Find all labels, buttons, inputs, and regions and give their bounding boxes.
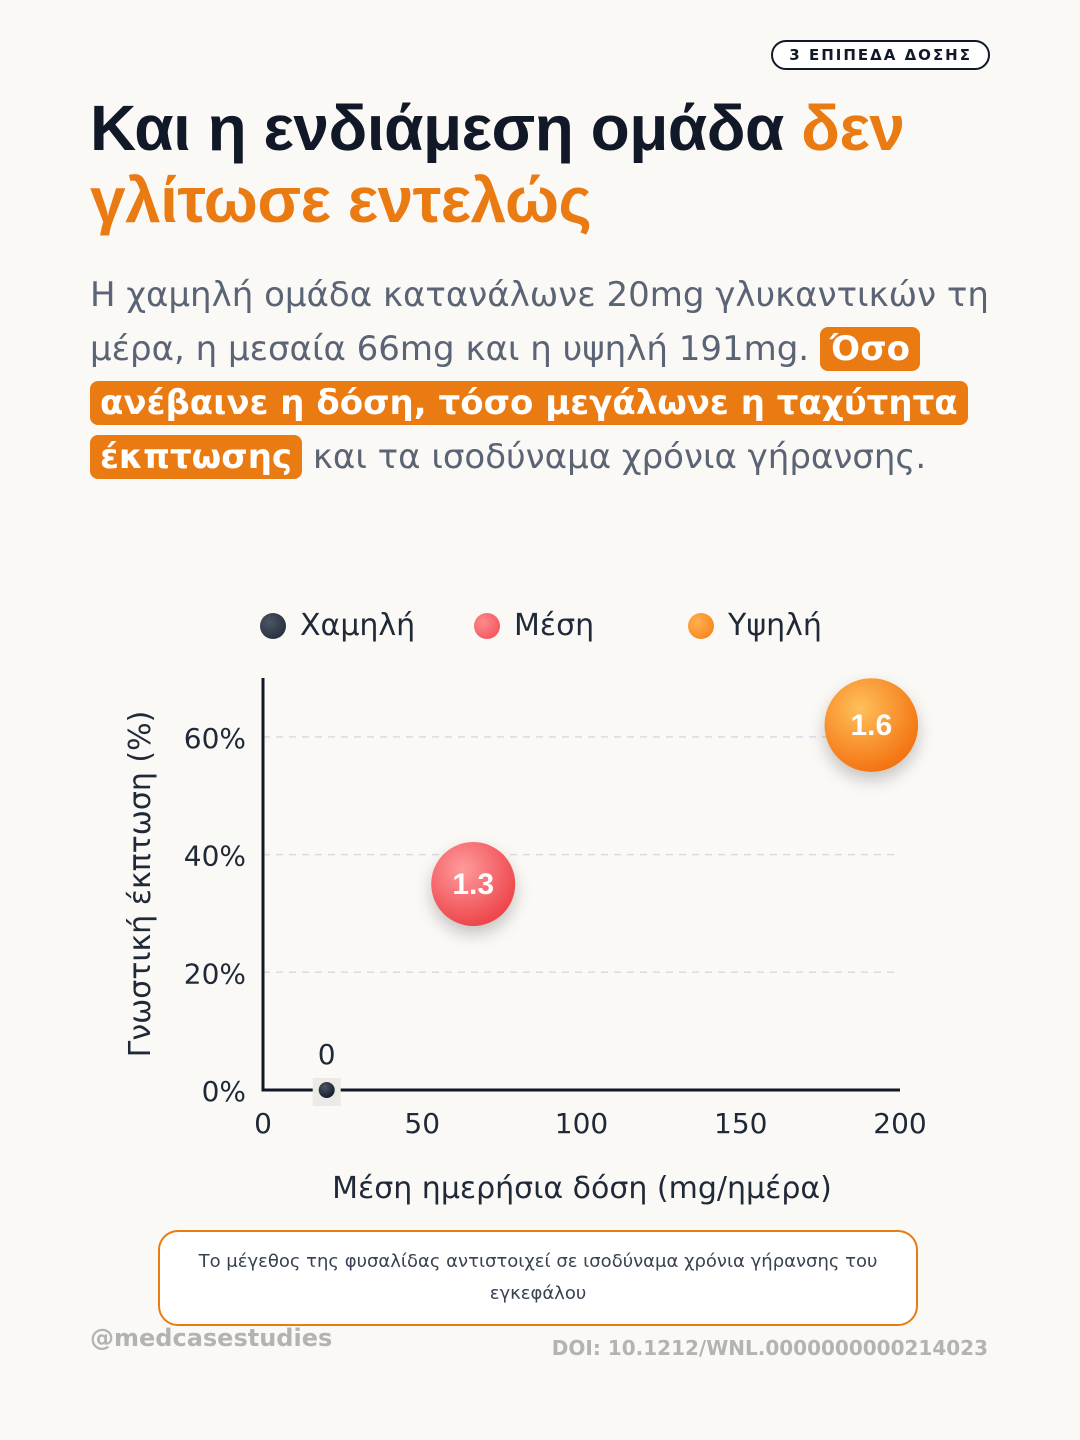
x-tick-label: 50 [404,1107,440,1140]
legend-item-low: Χαμηλή [260,608,415,643]
grid-lines [263,736,896,974]
bubble-label-mid: 1.3 [452,868,494,901]
bubble-circle-mid [431,842,516,926]
axes [261,678,900,1092]
bubble-high: 1.6 [824,678,919,772]
bubble-mid: 1.3 [431,842,516,926]
legend-item-mid: Μέση [474,608,594,643]
legend-dot-low [260,612,286,639]
bubbles: 0 1.3 1.6 [312,678,919,1106]
description-part2: και τα ισοδύναμα χρόνια γήρανσης. [302,437,927,477]
y-tick-label: 0% [202,1075,246,1108]
chart-note-text: Το μέγεθος της φυσαλίδας αντιστοιχεί σε … [198,1251,878,1304]
footer-doi: DOI: 10.1212/WNL.0000000000214023 [551,1336,988,1360]
y-tick-label: 20% [184,957,246,990]
x-tick-label: 150 [714,1107,767,1140]
title-main: Και η ενδιάμεση ομάδα [90,92,802,164]
description-part1: Η χαμηλή ομάδα κατανάλωνε 20mg γλυκαντικ… [90,275,989,369]
y-axis-label: Γνωστική έκπτωση (%) [123,711,158,1058]
page-title: Και η ενδιάμεση ομάδα δεν γλίτωσε εντελώ… [90,92,970,236]
bubble-label-high: 1.6 [850,709,892,742]
tick-labels: 0% 20% 40% 60% 0 50 100 150 200 [184,722,927,1140]
x-tick-label: 0 [254,1107,272,1140]
bubble-low: 0 [312,1038,341,1106]
chart-note: Το μέγεθος της φυσαλίδας αντιστοιχεί σε … [158,1230,918,1326]
legend-dot-high [688,612,714,639]
footer-handle: @medcasestudies [90,1324,333,1352]
bubble-circle-high [824,678,919,772]
x-tick-label: 100 [555,1107,608,1140]
y-tick-label: 60% [184,722,246,755]
title-accent: δεν γλίτωσε εντελώς [90,92,905,236]
legend-label-mid: Μέση [514,608,595,643]
section-badge: 3 ΕΠΙΠΕΔΑ ΔΟΣΗΣ [771,40,990,70]
y-tick-label: 40% [184,840,246,873]
description: Η χαμηλή ομάδα κατανάλωνε 20mg γλυκαντικ… [90,268,990,484]
legend-label-high: Υψηλή [728,608,822,643]
legend-item-high: Υψηλή [688,608,822,643]
legend-label-low: Χαμηλή [300,608,416,643]
bubble-circle-low [318,1082,335,1098]
x-axis-label: Μέση ημερήσια δόση (mg/ημέρα) [332,1171,832,1206]
legend-dot-mid [474,612,500,639]
bubble-label-low: 0 [318,1038,336,1071]
chart-legend: Χαμηλή Μέση Υψηλή [260,608,900,652]
x-tick-label: 200 [873,1107,926,1140]
